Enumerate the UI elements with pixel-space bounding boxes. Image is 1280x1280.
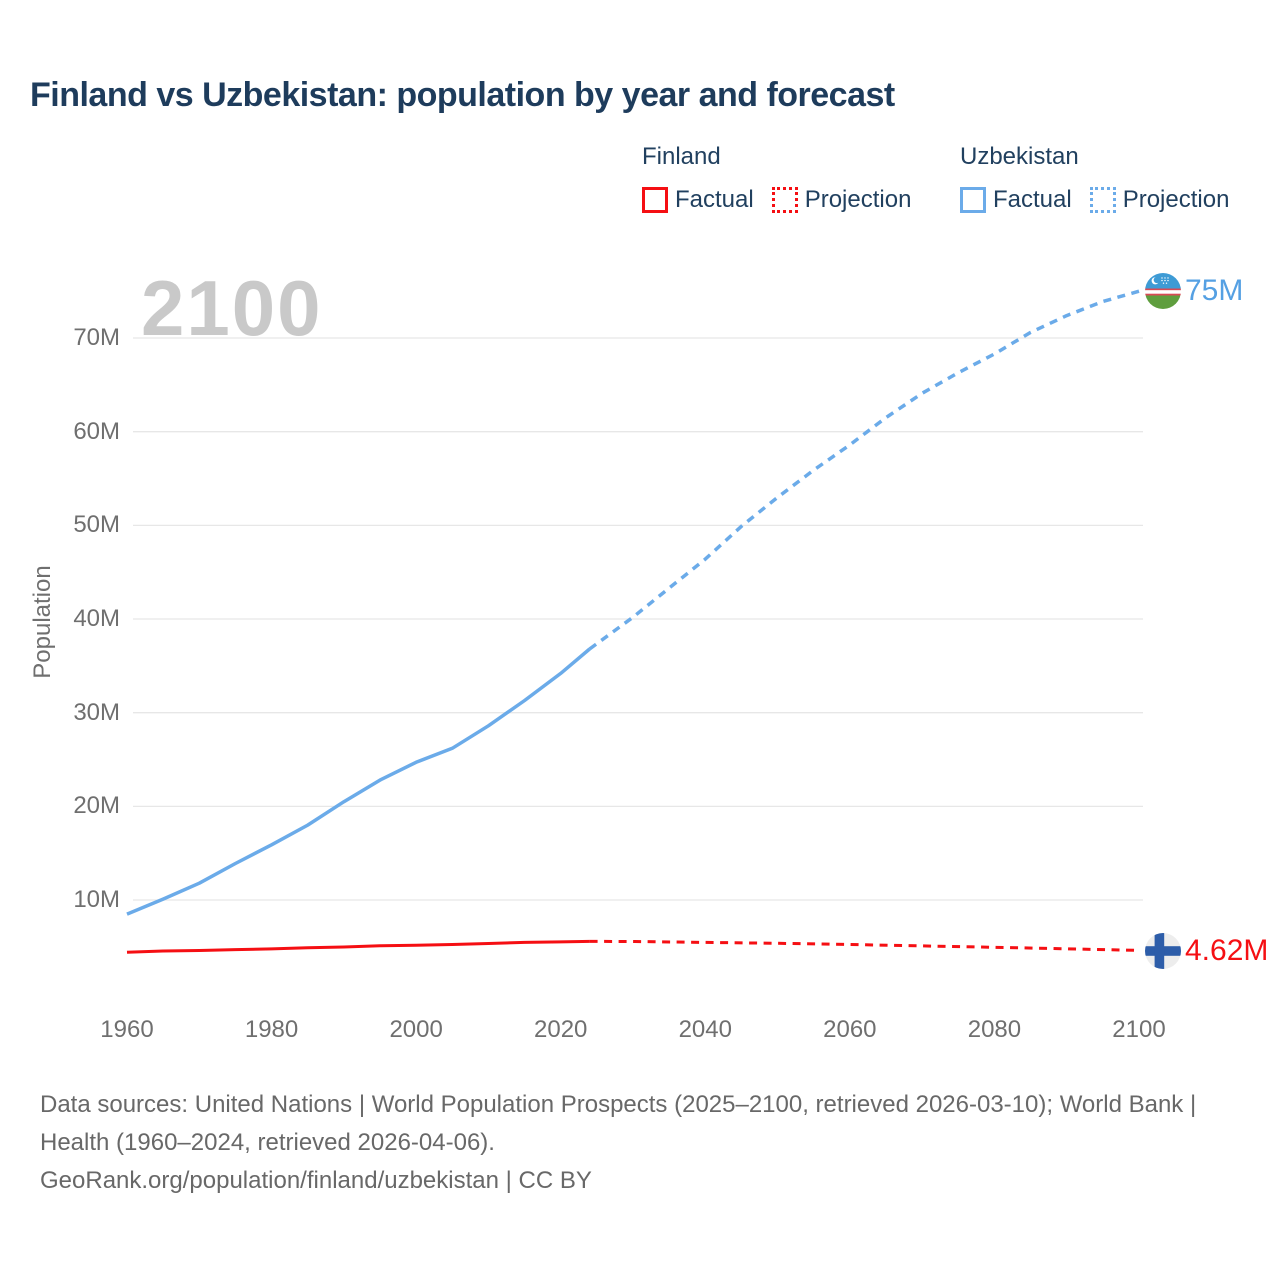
y-tick-label: 30M (73, 698, 120, 726)
uzbekistan-end-label: 75M (1145, 273, 1243, 309)
uzbekistan-end-value: 75M (1185, 274, 1244, 307)
legend-row-finland: Factual Projection (642, 186, 929, 214)
legend-item-uzbekistan-factual[interactable]: Factual (960, 186, 1072, 214)
x-tick-label: 2040 (678, 1016, 732, 1043)
legend-header-finland: Finland (642, 143, 721, 170)
y-tick-label: 60M (73, 417, 120, 445)
year-watermark: 2100 (141, 264, 323, 352)
legend-group-finland: Finland Factual Projection (642, 143, 929, 214)
series-finland-factual (126, 939, 590, 954)
x-tick-label: 2060 (823, 1016, 877, 1043)
legend-item-finland-factual[interactable]: Factual (642, 186, 754, 214)
solid-line-swatch-icon (642, 187, 668, 213)
x-tick-label: 2080 (967, 1016, 1022, 1043)
dotted-line-swatch-icon (1089, 187, 1116, 213)
solid-line-swatch-icon (960, 187, 986, 213)
uzbekistan-flag-icon (1145, 273, 1181, 309)
dotted-line-swatch-icon (771, 187, 798, 213)
series-finland-projection (589, 939, 1140, 952)
finland-end-label: 4.62M (1145, 933, 1268, 969)
legend-header-uzbekistan: Uzbekistan (960, 143, 1079, 170)
legend-item-finland-projection[interactable]: Projection (771, 186, 912, 214)
y-tick-label: 70M (73, 324, 120, 352)
x-tick-label: 2020 (534, 1016, 588, 1043)
x-tick-label: 1980 (244, 1016, 299, 1043)
series-lines (126, 289, 1140, 954)
data-sources-text: Data sources: United Nations | World Pop… (40, 1091, 1197, 1156)
y-tick-label: 10M (73, 886, 120, 914)
x-tick-label: 2100 (1112, 1016, 1166, 1043)
y-tick-label: 20M (73, 792, 120, 820)
finland-flag-icon (1145, 933, 1181, 969)
x-tick-label: 1960 (100, 1016, 154, 1043)
series-uzbekistan-projection (588, 289, 1140, 651)
legend-item-label: Projection (804, 186, 912, 213)
y-tick-label: 40M (73, 605, 120, 633)
legend-item-uzbekistan-projection[interactable]: Projection (1089, 186, 1230, 214)
legend-item-label: Factual (993, 186, 1072, 213)
data-sources-footer: Data sources: United Nations | World Pop… (40, 1086, 1220, 1200)
legend-row-uzbekistan: Factual Projection (960, 186, 1247, 214)
gridlines (133, 337, 1143, 901)
legend-group-uzbekistan: Uzbekistan Factual Projection (960, 143, 1247, 214)
series-uzbekistan-factual (126, 647, 591, 916)
x-tick-label: 2000 (389, 1016, 443, 1043)
legend-item-label: Projection (1122, 186, 1230, 213)
legend-item-label: Factual (675, 186, 754, 213)
finland-end-value: 4.62M (1185, 934, 1269, 967)
y-tick-label: 50M (73, 511, 120, 539)
attribution-link: GeoRank.org/population/finland/uzbekista… (40, 1167, 592, 1194)
page-title: Finland vs Uzbekistan: population by yea… (30, 76, 895, 114)
